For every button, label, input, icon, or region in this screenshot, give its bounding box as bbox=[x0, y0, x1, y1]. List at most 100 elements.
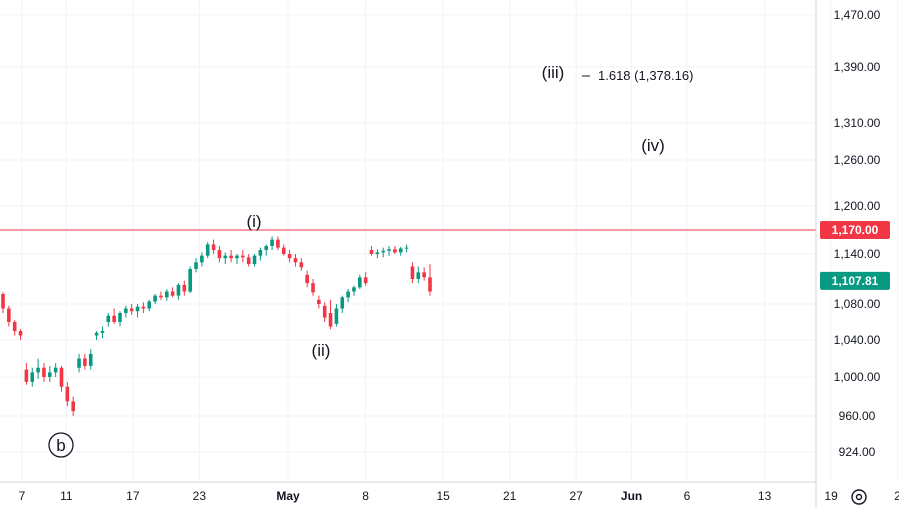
wave-b-circle bbox=[48, 432, 74, 458]
candle-layer bbox=[1, 236, 432, 416]
candle-body bbox=[12, 322, 17, 331]
candle-body bbox=[129, 308, 134, 312]
wave-label-iv: (iv) bbox=[641, 136, 665, 155]
candle-body bbox=[381, 250, 386, 253]
y-tick-label: 1,260.00 bbox=[834, 153, 881, 167]
grid-layer bbox=[0, 0, 899, 482]
candle-body bbox=[276, 239, 280, 248]
y-tick-label: 1,040.00 bbox=[834, 333, 881, 347]
x-tick-label: 6 bbox=[684, 489, 691, 503]
candle-body bbox=[352, 287, 356, 292]
candle-body bbox=[281, 247, 286, 254]
level-price-badge bbox=[820, 221, 890, 239]
x-tick-label: 2 bbox=[894, 489, 899, 503]
wave-label-iii: (iii) bbox=[542, 63, 565, 82]
candle-body bbox=[211, 244, 216, 250]
candle-body bbox=[147, 301, 152, 309]
annotation-layer: b (i) (ii) (iii) 1.618 (1,378.16) (iv) bbox=[48, 63, 693, 458]
candle-body bbox=[252, 255, 257, 264]
candle-body bbox=[170, 291, 175, 296]
candle-body bbox=[159, 295, 163, 298]
wave-label-b: b bbox=[56, 436, 65, 455]
candle-body bbox=[358, 277, 362, 288]
candle-body bbox=[182, 284, 187, 292]
candle-body bbox=[410, 266, 415, 279]
candle-body bbox=[83, 358, 87, 366]
horizontal-line-layer: 1,170.00 bbox=[0, 221, 890, 239]
candle-body bbox=[235, 255, 239, 259]
candle-body bbox=[59, 367, 64, 387]
candle-body bbox=[1, 294, 5, 309]
level-price-label: 1,170.00 bbox=[832, 223, 879, 237]
chart-settings-button[interactable] bbox=[851, 489, 867, 505]
candle-body bbox=[241, 255, 245, 258]
y-tick-label: 1,000.00 bbox=[834, 370, 881, 384]
x-tick-label: 27 bbox=[569, 489, 583, 503]
candle-body bbox=[36, 367, 40, 373]
candle-body bbox=[346, 291, 350, 298]
x-tick-label: 13 bbox=[758, 489, 772, 503]
x-tick-label: May bbox=[276, 489, 300, 503]
candle-body bbox=[311, 283, 315, 293]
candle-body bbox=[24, 369, 29, 382]
x-tick-label: Jun bbox=[621, 489, 642, 503]
wave-label-ii: (ii) bbox=[312, 341, 331, 360]
candle-body bbox=[176, 284, 181, 296]
candle-body bbox=[416, 272, 421, 279]
candle-body bbox=[205, 244, 210, 256]
y-tick-label: 1,080.00 bbox=[834, 297, 881, 311]
y-tick-label: 1,390.00 bbox=[834, 60, 881, 74]
candle-body bbox=[404, 247, 409, 249]
candle-body bbox=[340, 297, 345, 309]
x-tick-label: 15 bbox=[436, 489, 450, 503]
wave-label-i: (i) bbox=[246, 212, 261, 231]
candle-body bbox=[71, 401, 75, 412]
y-tick-label: 1,310.00 bbox=[834, 116, 881, 130]
candle-body bbox=[317, 299, 321, 304]
candle-body bbox=[30, 372, 35, 382]
candle-body bbox=[106, 315, 111, 322]
candle-body bbox=[393, 249, 397, 253]
candle-body bbox=[124, 308, 128, 313]
candle-body bbox=[153, 295, 157, 302]
candle-body bbox=[387, 249, 391, 251]
candle-body bbox=[135, 306, 140, 312]
x-tick-label: 11 bbox=[60, 489, 73, 503]
candle-body bbox=[293, 258, 298, 263]
candle-body bbox=[141, 306, 146, 309]
candle-body bbox=[322, 305, 327, 318]
gear-icon-center bbox=[855, 493, 863, 501]
candle-body bbox=[258, 250, 263, 256]
y-tick-label: 1,140.00 bbox=[834, 247, 881, 261]
candle-body bbox=[7, 308, 11, 322]
candle-body bbox=[188, 269, 192, 292]
x-tick-label: 17 bbox=[126, 489, 140, 503]
candle-body bbox=[334, 308, 339, 324]
candle-body bbox=[217, 250, 222, 259]
y-tick-label: 1,200.00 bbox=[834, 199, 881, 213]
y-tick-label: 1,470.00 bbox=[834, 8, 881, 22]
candle-body bbox=[305, 274, 309, 284]
x-tick-label: 19 bbox=[824, 489, 838, 503]
candle-body bbox=[270, 239, 274, 246]
candle-body bbox=[53, 367, 58, 373]
candle-body bbox=[328, 313, 333, 327]
candle-body bbox=[77, 358, 81, 368]
candle-body bbox=[42, 367, 46, 377]
price-axis[interactable]: 1,470.00 1,390.00 1,310.00 1,260.00 1,200.00… bbox=[820, 8, 890, 459]
x-tick-label: 8 bbox=[362, 489, 369, 503]
candle-body bbox=[229, 255, 233, 259]
x-tick-label: 7 bbox=[19, 489, 26, 503]
candle-body bbox=[422, 272, 426, 278]
candle-body bbox=[299, 262, 304, 268]
candle-body bbox=[194, 262, 198, 269]
candle-body bbox=[428, 277, 432, 292]
candle-body bbox=[112, 315, 116, 322]
gear-icon bbox=[851, 489, 867, 505]
y-tick-label: 924.00 bbox=[839, 445, 876, 459]
candle-body bbox=[223, 255, 228, 259]
candle-body bbox=[18, 331, 23, 336]
time-axis[interactable]: 7 11 17 23 May 8 15 21 27 Jun 6 13 19 2 bbox=[19, 489, 899, 503]
